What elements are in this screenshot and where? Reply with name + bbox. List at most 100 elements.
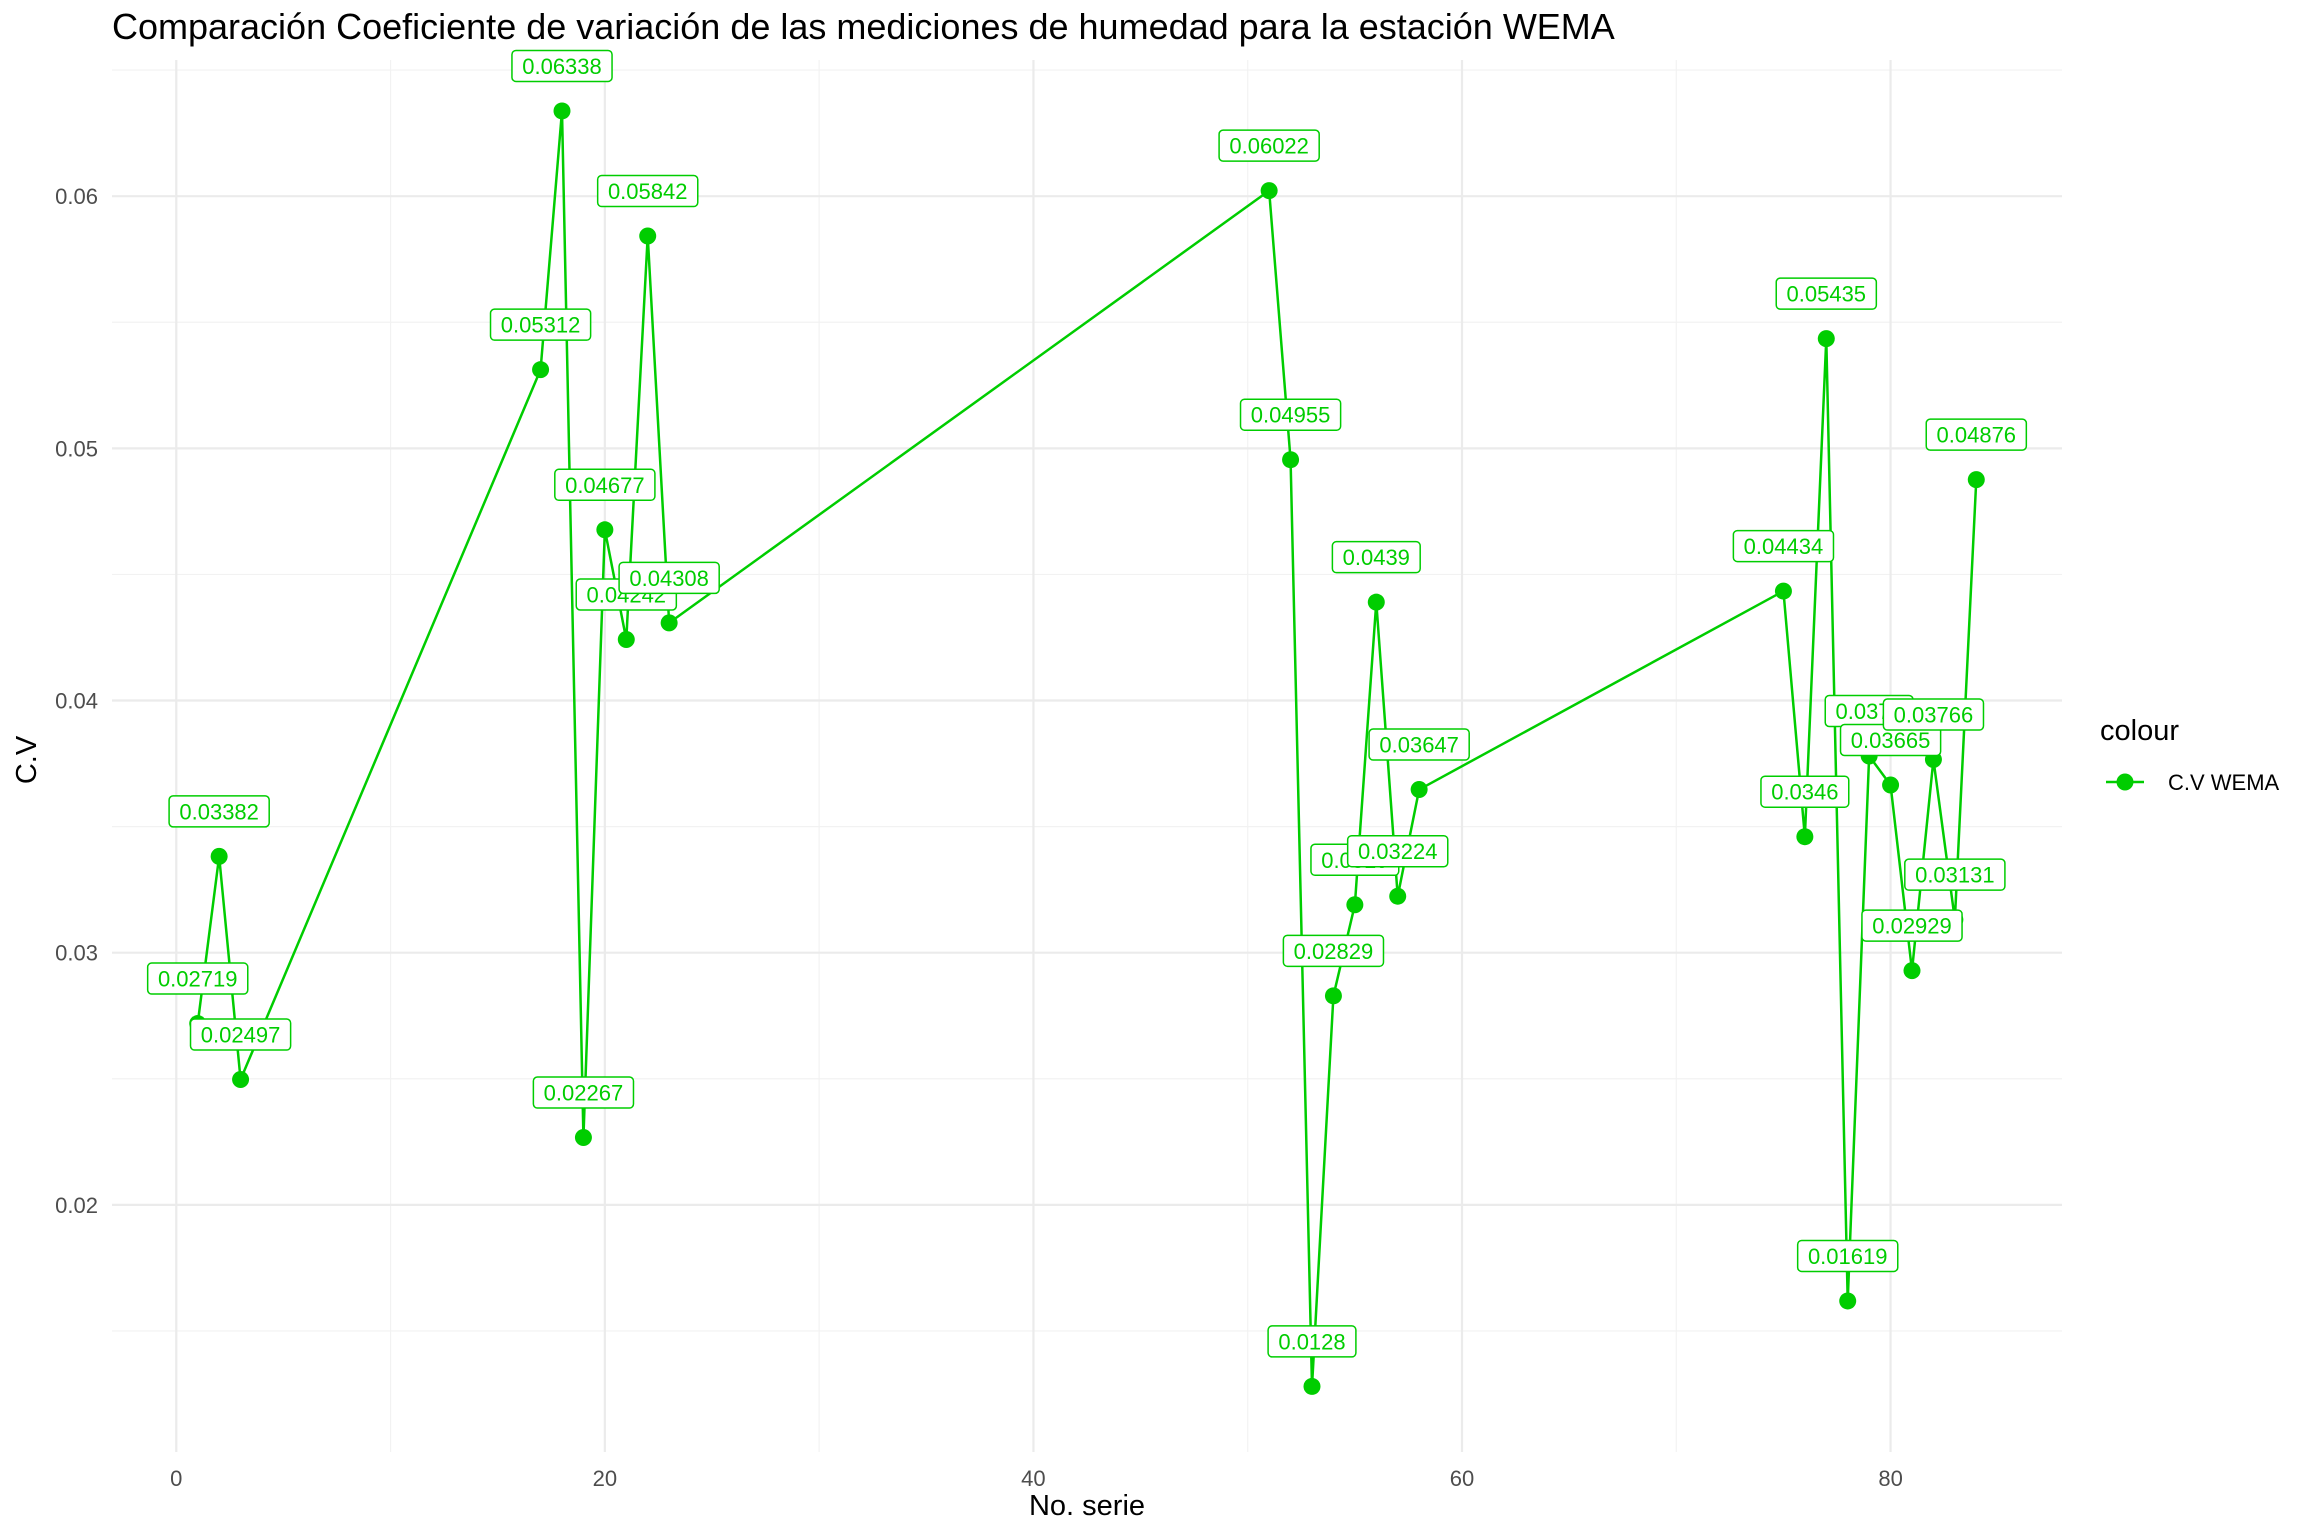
data-point [553,102,571,120]
data-label-text: 0.03647 [1379,733,1459,758]
data-label-box [168,795,270,828]
data-point [1367,593,1385,611]
x-tick-label: 80 [1878,1466,1902,1491]
data-point [1817,330,1835,348]
data-label-text: 0.03665 [1851,728,1931,753]
data-label-box [1346,834,1449,868]
data-label: 0.02929 [1861,909,1963,942]
data-label: 0.05842 [596,174,699,208]
data-label-text: 0.02497 [201,1023,281,1048]
data-point [532,361,550,379]
data-label-box [1760,775,1850,808]
data-label-box [1282,934,1385,968]
data-label-text: 0.04955 [1251,403,1331,428]
y-axis-title: C.V [11,735,43,784]
data-label: 0.04434 [1732,529,1835,563]
data-label-text: 0.02719 [158,967,238,992]
x-tick-label: 0 [170,1466,182,1491]
data-point [1903,962,1921,980]
data-point [1774,582,1792,600]
data-label-text: 0.05312 [501,313,581,338]
data-point [660,614,678,632]
plot-panel [112,60,2062,1452]
legend-key-point [2116,773,2134,791]
data-point [639,227,657,245]
legend-label: C.V WEMA [2168,770,2280,795]
data-point [617,630,635,648]
data-label: 0.03766 [1882,698,1985,731]
data-label: 0.01619 [1796,1239,1899,1273]
data-label-box [1239,398,1342,431]
data-point [574,1129,592,1147]
data-label: 0.04677 [554,468,656,502]
data-label-text: 0.04876 [1937,423,2017,448]
data-label: 0.03224 [1346,834,1449,868]
data-label-box [532,1076,635,1109]
data-label-text: 0.02829 [1294,939,1374,964]
data-label-box [1925,418,2028,451]
data-label: 0.04955 [1239,398,1342,431]
data-label-box [1331,540,1421,574]
x-tick-label: 40 [1021,1466,1045,1491]
data-point [210,847,228,865]
data-point [1796,828,1814,846]
y-tick-label: 0.03 [55,941,98,966]
data-label-text: 0.03224 [1358,839,1438,864]
x-axis-ticks: 0 20 40 60 80 [170,1466,1903,1491]
data-label-text: 0.05435 [1787,282,1867,307]
data-point [1882,776,1900,794]
data-label-text: 0.0346 [1771,780,1838,805]
data-point [1410,781,1428,799]
data-point [232,1071,250,1089]
data-label: 0.03647 [1368,728,1470,761]
data-label-text: 0.03382 [179,799,259,824]
data-label-text: 0.05842 [608,179,688,204]
data-label-box [618,561,720,595]
grid-minor [112,60,2062,1452]
data-label-box [596,174,699,208]
data-point [1260,182,1278,200]
data-point [1303,1377,1321,1395]
data-label: 0.04876 [1925,418,2028,451]
data-label: 0.02497 [189,1018,292,1051]
data-label-text: 0.02929 [1872,914,1952,939]
data-label-box [1775,277,1878,310]
data-label-text: 0.03131 [1915,863,1995,888]
data-point [596,521,614,539]
x-axis-title: No. serie [1029,1490,1145,1522]
legend-title: colour [2100,715,2179,747]
data-label-text: 0.06338 [522,54,602,79]
data-label: 0.06338 [511,49,613,83]
data-label-text: 0.04308 [629,566,709,591]
y-axis-ticks: 0.02 0.03 0.04 0.05 0.06 [55,184,98,1218]
data-point [1389,887,1407,905]
y-tick-label: 0.05 [55,436,98,461]
data-label-text: 0.01619 [1808,1244,1888,1269]
data-label: 0.0128 [1267,1325,1357,1358]
data-label: 0.05312 [489,308,592,341]
data-label-text: 0.04677 [565,473,645,498]
data-label-box [1218,129,1320,162]
data-point [1324,987,1342,1005]
data-label-box [1267,1325,1357,1358]
data-label-box [1796,1239,1899,1273]
data-label-box [489,308,592,341]
data-label: 0.04308 [618,561,720,595]
data-label-box [554,468,656,502]
data-label-text: 0.0439 [1343,545,1410,570]
data-label-box [189,1018,292,1051]
x-tick-label: 20 [593,1466,617,1491]
y-tick-label: 0.02 [55,1193,98,1218]
data-label-box [511,49,613,83]
data-label: 0.05435 [1775,277,1878,310]
data-label-box [1861,909,1963,942]
data-label: 0.06022 [1218,129,1320,162]
data-label-box [1732,529,1835,563]
data-label: 0.02719 [146,962,249,995]
legend: colour C.V WEMA [2100,715,2280,795]
y-tick-label: 0.06 [55,184,98,209]
data-label: 0.03382 [168,795,270,828]
data-label: 0.03131 [1904,858,2006,891]
data-label-box [1904,858,2006,891]
